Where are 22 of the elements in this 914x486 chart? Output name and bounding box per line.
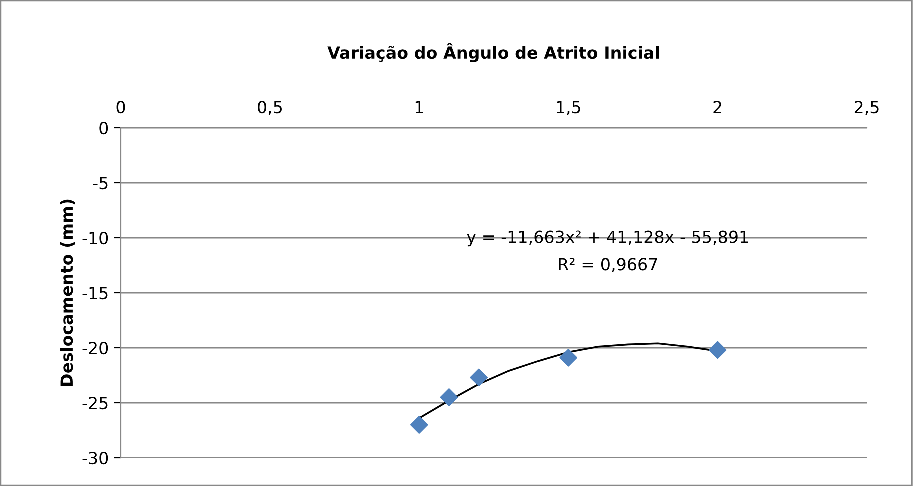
point bbox=[410, 416, 428, 434]
y-tick-label: 0 bbox=[100, 122, 108, 135]
y-tick-label: -5 bbox=[93, 177, 108, 190]
x-tick-label: 2,5 bbox=[854, 101, 879, 116]
x-tick-label: 2 bbox=[714, 101, 722, 114]
x-tick-label: 1,5 bbox=[557, 101, 580, 116]
x-tick-label: 1 bbox=[416, 101, 424, 114]
y-tick-label: -15 bbox=[82, 287, 108, 300]
x-tick-label: 0,5 bbox=[258, 101, 282, 116]
y-axis-title: Deslocamento (mm) bbox=[60, 200, 76, 386]
point bbox=[440, 388, 458, 406]
point bbox=[708, 341, 727, 360]
y-tick-label: -10 bbox=[82, 232, 108, 245]
point bbox=[470, 368, 488, 387]
x-tick-label: 0 bbox=[116, 101, 126, 114]
y-tick-label: -20 bbox=[82, 342, 108, 355]
annotation: y = -11,663x² + 41,128x - 55,891 bbox=[467, 230, 748, 247]
y-tick-label: -25 bbox=[82, 396, 108, 410]
chart-title: Variação do Ângulo de Atrito Inicial bbox=[328, 43, 660, 63]
annotation: R² = 0,9667 bbox=[559, 258, 658, 272]
point bbox=[560, 348, 578, 367]
y-tick-label: -30 bbox=[82, 452, 108, 465]
